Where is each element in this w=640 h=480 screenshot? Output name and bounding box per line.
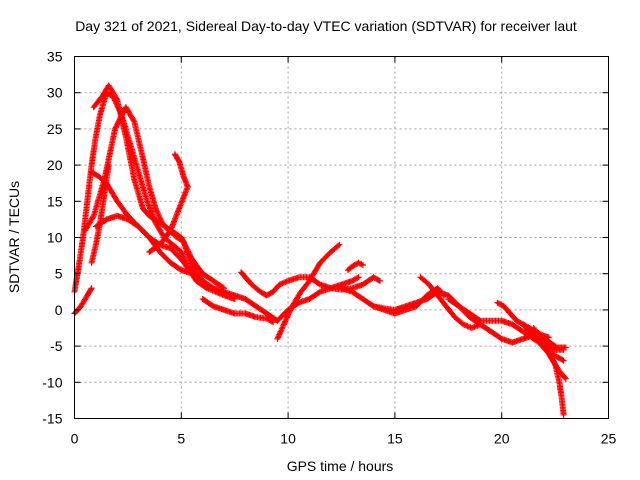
y-tick-label: 30	[47, 85, 63, 101]
x-tick-label: 15	[387, 431, 403, 447]
series-track-14	[417, 274, 484, 331]
data-markers	[344, 259, 366, 274]
series-track-7	[92, 212, 362, 324]
data-markers	[199, 296, 277, 326]
y-tick-label: 25	[47, 121, 63, 137]
x-tick-label: 5	[177, 431, 185, 447]
y-tick-label: -5	[50, 338, 63, 354]
x-tick-label: 20	[494, 431, 510, 447]
series-track-10	[274, 241, 343, 342]
series-track-3	[82, 104, 206, 284]
y-tick-label: 5	[55, 266, 63, 282]
series-track-8	[199, 296, 277, 326]
x-axis-label: GPS time / hours	[287, 458, 394, 474]
y-tick-label: 20	[47, 157, 63, 173]
y-axis-label: SDTVAR / TECUs	[6, 181, 22, 293]
series-track-11	[344, 259, 366, 274]
series-track-13	[370, 288, 559, 350]
grid-lines	[74, 56, 609, 419]
data-markers	[417, 274, 484, 331]
data-markers	[82, 104, 206, 284]
data-markers	[171, 151, 191, 190]
data-markers	[88, 162, 112, 266]
y-tick-label: 15	[47, 193, 63, 209]
data-points	[71, 82, 569, 418]
series-track-22	[88, 162, 112, 266]
series-track-6	[171, 151, 191, 190]
x-tick-label: 25	[601, 431, 617, 447]
axis-ticks	[74, 56, 609, 419]
data-markers	[92, 212, 362, 324]
x-tick-label: 10	[280, 431, 296, 447]
data-markers	[274, 241, 343, 342]
y-tick-label: -15	[42, 411, 62, 427]
y-tick-label: -10	[42, 374, 62, 390]
data-markers	[537, 335, 569, 351]
x-tick-label: 0	[71, 431, 79, 447]
series-track-20	[547, 350, 567, 364]
series-track-19	[537, 335, 569, 351]
chart-title: Day 321 of 2021, Sidereal Day-to-day VTE…	[75, 18, 577, 34]
data-markers	[547, 350, 567, 364]
y-tick-label: 0	[55, 302, 63, 318]
y-tick-labels: -15 -10 -5 0 5 10 15 20 25 30 35	[42, 49, 62, 427]
data-markers	[370, 288, 559, 350]
y-tick-label: 10	[47, 230, 63, 246]
y-tick-label: 35	[47, 49, 63, 65]
x-tick-labels: 0 5 10 15 20 25	[71, 431, 617, 447]
